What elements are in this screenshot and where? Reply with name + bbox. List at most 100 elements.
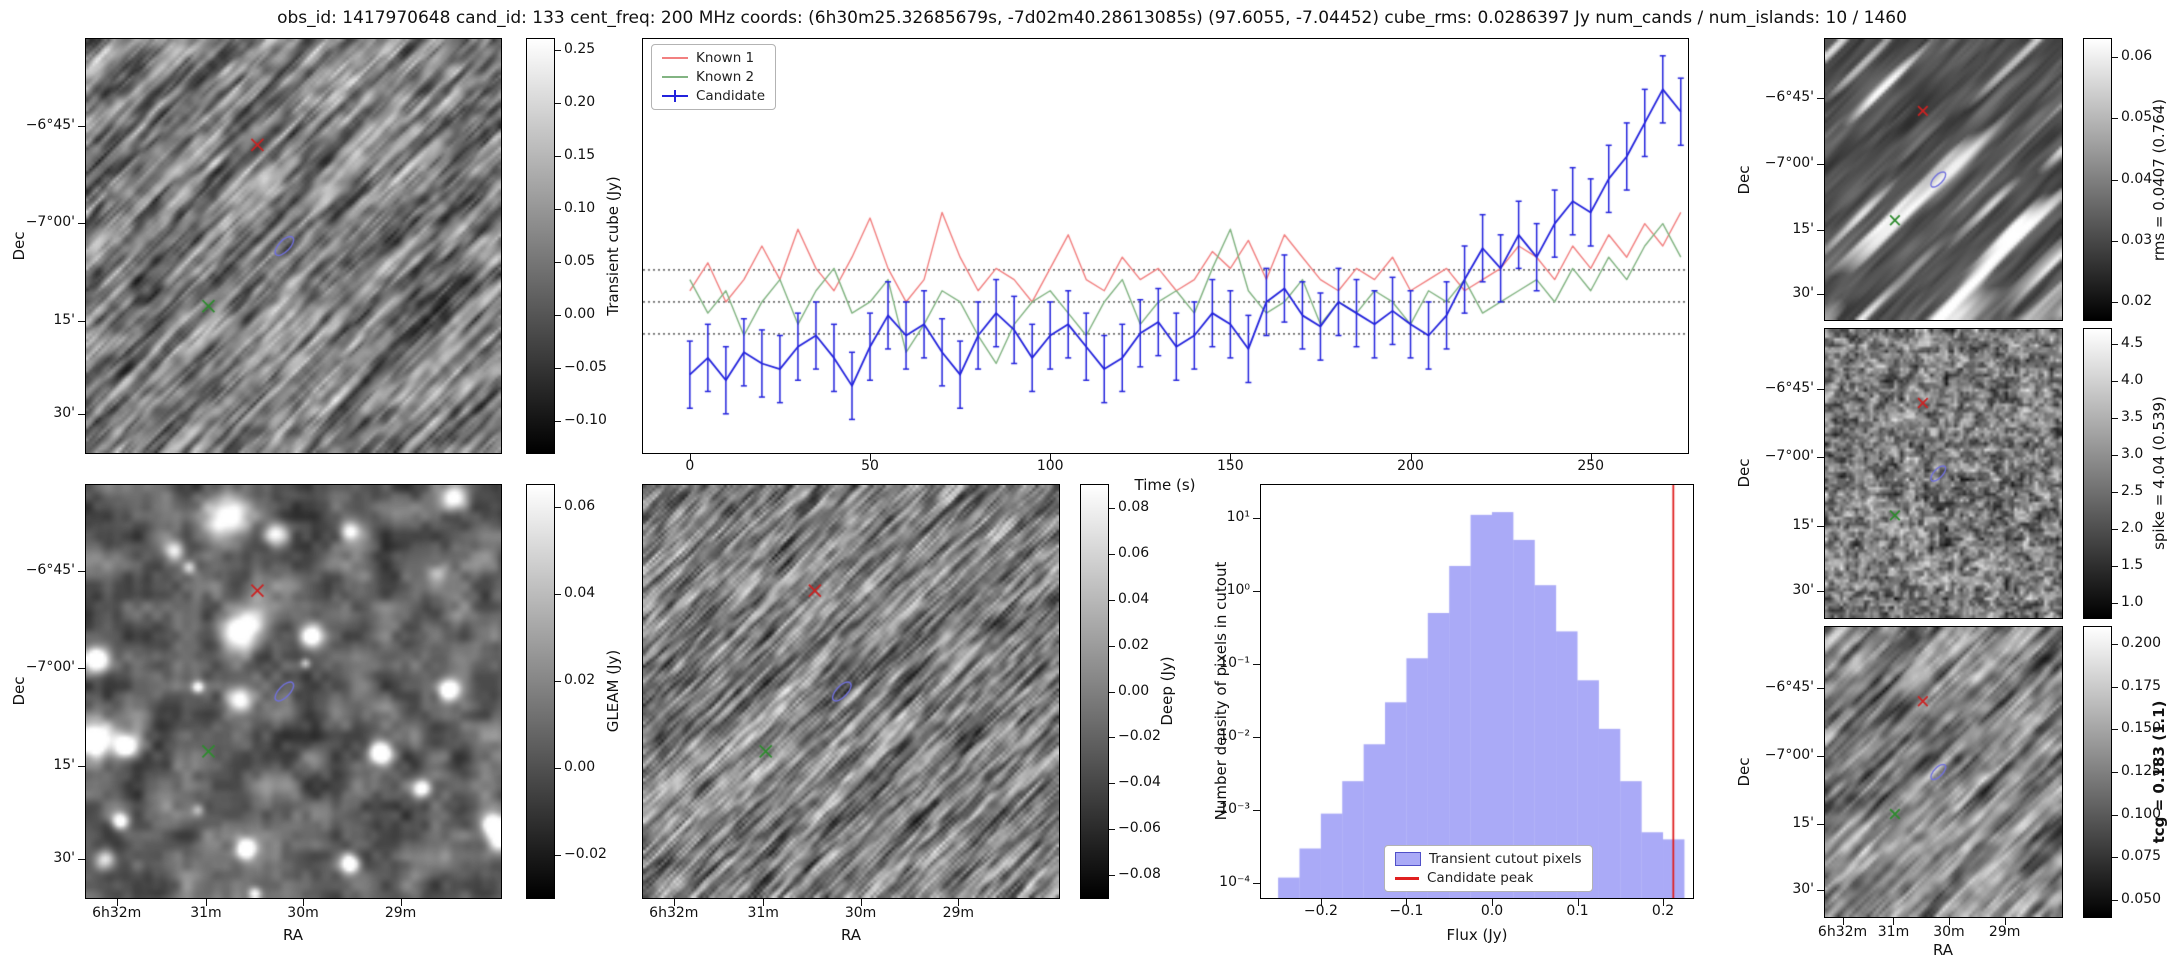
- colorbar-tick-label: 0.175: [2121, 677, 2162, 694]
- ra-tick-label: 31m: [1877, 924, 1910, 940]
- gleam-panel: [85, 484, 502, 899]
- tick-mark: [1109, 645, 1115, 647]
- tick-mark: [78, 222, 85, 224]
- tick-mark: [1817, 230, 1824, 232]
- tick-mark: [2112, 492, 2118, 494]
- tick-mark: [2112, 380, 2118, 382]
- tick-mark: [116, 899, 118, 906]
- tick-mark: [1253, 590, 1260, 592]
- ra-tick-label: 31m: [190, 905, 222, 921]
- x-tick-label: 250: [1577, 458, 1605, 474]
- dec-axis-label: Dec: [1735, 458, 1753, 488]
- gleam-colorbar-label: GLEAM (Jy): [604, 649, 622, 733]
- colorbar-tick-label: −0.02: [564, 845, 607, 862]
- tick-mark: [1253, 517, 1260, 519]
- tick-mark: [763, 899, 765, 906]
- tick-mark: [555, 261, 561, 263]
- colorbar-tick-label: 3.5: [2121, 408, 2144, 425]
- colorbar-tick-label: 2.5: [2121, 483, 2144, 500]
- legend-row-cutout-pixels: Transient cutout pixels: [1395, 851, 1582, 867]
- dec-axis-label: Dec: [10, 676, 28, 706]
- y-tick-label: 10¹: [1226, 508, 1250, 525]
- dec-tick-label: −6°45': [1764, 88, 1814, 105]
- legend-row-known2: Known 2: [662, 69, 765, 85]
- tick-mark: [2112, 686, 2118, 688]
- tick-mark: [2004, 918, 2006, 925]
- dec-tick-label: 30': [53, 405, 75, 422]
- tick-mark: [78, 571, 85, 573]
- dec-tick-label: −6°45': [25, 562, 75, 579]
- tick-mark: [2112, 240, 2118, 242]
- dec-axis-label: Dec: [10, 231, 28, 261]
- colorbar-tick-label: 0.20: [564, 93, 596, 110]
- tcg-colorbar: [2083, 626, 2112, 918]
- ra-axis-label: RA: [1932, 941, 1954, 959]
- tick-mark: [1253, 737, 1260, 739]
- tcg-image: [1825, 627, 2062, 917]
- tick-mark: [2112, 417, 2118, 419]
- colorbar-tick-label: 0.03: [2121, 231, 2153, 248]
- deep-panel: [642, 484, 1060, 899]
- tick-mark: [673, 899, 675, 906]
- flux-histogram-plot: [1261, 485, 1693, 898]
- tick-mark: [1109, 553, 1115, 555]
- tick-mark: [555, 506, 561, 508]
- tick-mark: [1253, 883, 1260, 885]
- colorbar-tick-label: 0.150: [2121, 720, 2162, 737]
- ra-axis-label: RA: [840, 926, 862, 944]
- deep-colorbar-label: Deep (Jy): [1158, 656, 1176, 726]
- deep-colorbar: [1080, 484, 1109, 899]
- known2-swatch: [662, 71, 688, 83]
- tick-mark: [555, 854, 561, 856]
- dec-tick-label: −6°45': [1764, 380, 1814, 397]
- colorbar-tick-label: 0.05: [2121, 109, 2153, 126]
- y-tick-label: 10⁻¹: [1219, 655, 1250, 672]
- dec-tick-label: 15': [1792, 815, 1814, 832]
- tcg-panel: [1824, 626, 2063, 918]
- dec-tick-label: −7°00': [25, 213, 75, 230]
- colorbar-tick-label: 4.0: [2121, 371, 2144, 388]
- colorbar-tick-label: 0.100: [2121, 805, 2162, 822]
- colorbar-tick-label: 0.05: [564, 252, 596, 269]
- colorbar-tick-label: 0.050: [2121, 890, 2162, 907]
- gleam-image: [86, 485, 501, 898]
- dec-tick-label: 15': [1792, 516, 1814, 533]
- tick-mark: [1817, 755, 1824, 757]
- legend-label-candidate: Candidate: [696, 88, 766, 104]
- colorbar-tick-label: 0.02: [2121, 292, 2153, 309]
- tick-mark: [1109, 507, 1115, 509]
- tick-mark: [78, 668, 85, 670]
- tick-mark: [2112, 179, 2118, 181]
- tick-mark: [1817, 889, 1824, 891]
- tick-mark: [78, 125, 85, 127]
- spike-colorbar: [2083, 328, 2112, 619]
- colorbar-tick-label: 0.06: [2121, 48, 2153, 65]
- tick-mark: [1663, 899, 1665, 906]
- histogram-y-axis-label: Number density of pixels in cutout: [1212, 561, 1230, 821]
- dec-tick-label: −7°00': [1764, 746, 1814, 763]
- colorbar-tick-label: −0.06: [1118, 820, 1161, 837]
- tick-mark: [1491, 899, 1493, 906]
- tick-mark: [1948, 918, 1950, 925]
- x-tick-label: 100: [1036, 458, 1064, 474]
- tick-mark: [2112, 814, 2118, 816]
- colorbar-tick-label: 0.125: [2121, 763, 2162, 779]
- tick-mark: [1817, 457, 1824, 459]
- tick-mark: [1320, 899, 1322, 906]
- dec-tick-label: 30': [1792, 284, 1814, 301]
- colorbar-tick-label: 0.02: [1118, 636, 1150, 653]
- rms-colorbar: [2083, 38, 2112, 321]
- colorbar-tick-label: 0.10: [564, 199, 596, 216]
- histogram-legend: Transient cutout pixels Candidate peak: [1384, 845, 1593, 892]
- tick-mark: [1817, 687, 1824, 689]
- colorbar-tick-label: −0.04: [1118, 774, 1161, 791]
- colorbar-tick-label: 0.25: [564, 40, 596, 57]
- tick-mark: [2112, 772, 2118, 773]
- tick-mark: [1817, 389, 1824, 391]
- ra-tick-label: 30m: [1933, 924, 1965, 940]
- tick-mark: [555, 421, 561, 423]
- dec-tick-label: 15': [53, 756, 75, 773]
- y-tick-label: 10⁻²: [1219, 728, 1250, 745]
- tick-mark: [2112, 899, 2118, 901]
